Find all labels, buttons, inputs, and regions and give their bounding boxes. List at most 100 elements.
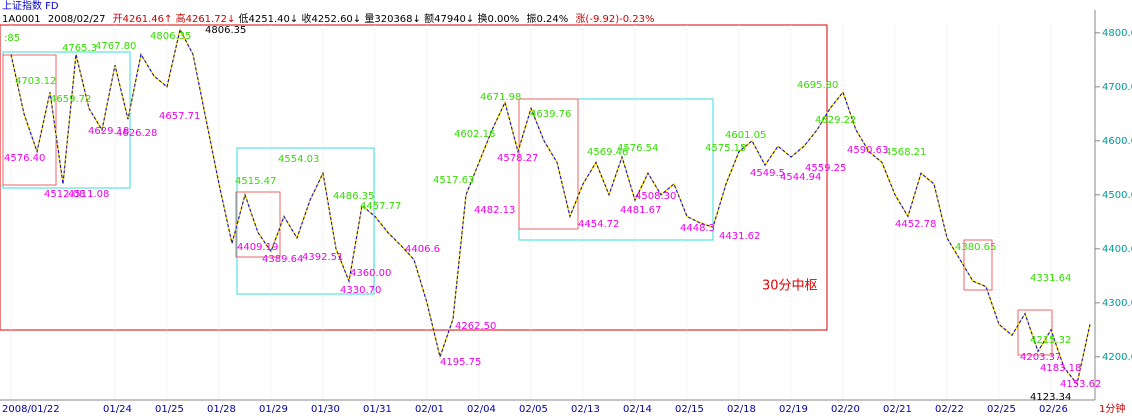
y-tick-label: 4300.00 xyxy=(1102,298,1132,309)
x-tick-label: 01/28 xyxy=(207,404,236,415)
trough-label: 4153.62 xyxy=(1060,379,1101,390)
peak-label: 4767.80 xyxy=(95,41,136,52)
x-tick-label: 02/20 xyxy=(831,404,860,415)
peak-label: 4602.16 xyxy=(454,129,495,140)
label: 收 xyxy=(301,12,311,25)
trough-label: 4578.27 xyxy=(497,153,538,164)
x-tick-label: 02/15 xyxy=(675,404,704,415)
peak-label: 4629.22 xyxy=(815,115,856,126)
trough-label: 4389.64 xyxy=(262,254,303,265)
trough-label: 4576.40 xyxy=(4,153,45,164)
peak-label: 4601.05 xyxy=(725,130,766,141)
turnover: 换0.00% xyxy=(478,12,520,25)
trough-label: 4629.18 xyxy=(88,126,129,137)
x-tick-label: 02/14 xyxy=(623,404,652,415)
trough-label: 4590.63 xyxy=(847,145,888,156)
pivot-box xyxy=(235,191,281,258)
trough-label: 4452.78 xyxy=(895,219,936,230)
change: 涨(-9.92)-0.23% xyxy=(575,13,654,25)
trough-label: 4544.94 xyxy=(780,172,821,183)
trough-label: 4482.13 xyxy=(474,205,515,216)
trough-label: 4549.5 xyxy=(750,168,785,179)
x-tick-label: 01/31 xyxy=(363,404,392,415)
peak-label: 4806.35 xyxy=(150,31,191,42)
label: 开 xyxy=(113,14,123,25)
open: 4261.46↑ xyxy=(123,14,173,25)
x-tick-label: 02/19 xyxy=(779,404,808,415)
code: 1A0001 xyxy=(2,14,41,25)
title: 上证指数 FD xyxy=(2,0,59,12)
peak-label: 4568.21 xyxy=(885,147,926,158)
price-line xyxy=(10,28,1091,385)
trough-label: 4512.08 xyxy=(44,189,85,200)
pivot-annotation: 30分中枢 xyxy=(762,279,818,294)
peak-label: 4554.03 xyxy=(278,154,319,165)
trough-label: 4195.75 xyxy=(440,357,481,368)
x-tick-label: 02/26 xyxy=(1039,404,1068,415)
trough-label: 4330.70 xyxy=(340,285,381,296)
trough-label: 4183.18 xyxy=(1040,363,1081,374)
x-tick-label: 02/22 xyxy=(935,404,964,415)
trough-label: 4559.25 xyxy=(805,163,846,174)
peak-label: 4380.65 xyxy=(955,242,996,253)
peak-label: 4695.80 xyxy=(797,80,838,91)
trough-label: 4508.30 xyxy=(635,191,676,202)
extreme-label: 4806.35 xyxy=(205,25,246,36)
peak-label: 4765.3 xyxy=(62,43,97,54)
x-tick-label: 01/25 xyxy=(155,404,184,415)
pivot-box xyxy=(236,147,375,295)
date: 2008/02/27 xyxy=(48,14,106,25)
label: 低 xyxy=(239,12,249,25)
trough-label: 4360.00 xyxy=(350,268,391,279)
amplitude: 振0.24% xyxy=(526,12,568,25)
peak-label: 4486.35 xyxy=(333,191,374,202)
trough-label: 4409.19 xyxy=(237,242,278,253)
period-label: 1分钟 xyxy=(1099,402,1125,415)
trough-label: 4203.37 xyxy=(1020,352,1061,363)
trough-label: 4511.08 xyxy=(68,189,109,200)
volume: 320368↓ xyxy=(374,14,421,25)
trough-label: 4626.28 xyxy=(116,128,157,139)
peak-label: 4576.54 xyxy=(617,143,658,154)
trough-label: 4262.50 xyxy=(455,321,496,332)
peak-label: 4569.46 xyxy=(587,147,628,158)
peak-label: 4331.64 xyxy=(1030,273,1071,284)
x-tick-label: 02/05 xyxy=(519,404,548,415)
trough-label: 4657.71 xyxy=(159,111,200,122)
x-tick-label: 02/13 xyxy=(571,404,600,415)
peak-label: 4515.47 xyxy=(235,176,276,187)
peak-label: 4575.15 xyxy=(705,143,746,154)
y-tick-label: 4200.00 xyxy=(1102,352,1132,363)
x-tick-label: 02/18 xyxy=(727,404,756,415)
label: 高 xyxy=(176,12,186,25)
peak-label: 4517.63 xyxy=(433,175,474,186)
x-tick-label: 02/04 xyxy=(467,404,496,415)
quote-line: 1A0001 2008/02/27 开4261.46↑ 高4261.72↓ 低4… xyxy=(2,12,655,25)
peak-label: 4639.76 xyxy=(530,109,571,120)
trough-label: 4448.3 xyxy=(680,223,715,234)
x-tick-label: 02/25 xyxy=(987,404,1016,415)
high: 4261.72↓ xyxy=(186,14,236,25)
x-tick-label: 2008/01/22 xyxy=(2,404,60,415)
y-tick-label: 4700.00 xyxy=(1102,82,1132,93)
peak-label: 4457.77 xyxy=(360,201,401,212)
x-tick-label: 01/30 xyxy=(311,404,340,415)
trough-label: 4406.6 xyxy=(405,244,440,255)
y-tick-label: 4800.00 xyxy=(1102,28,1132,39)
pivot-box xyxy=(2,51,131,189)
price-line-base xyxy=(10,27,1091,386)
peak-label: :85 xyxy=(4,33,20,44)
label: 量 xyxy=(364,13,374,25)
label: 额 xyxy=(424,12,434,25)
pivot-box xyxy=(0,24,828,331)
trough-label: 4392.51 xyxy=(302,252,343,263)
y-tick-label: 4500.00 xyxy=(1102,190,1132,201)
x-tick-label: 02/01 xyxy=(415,404,444,415)
peak-label: 4659.72 xyxy=(50,94,91,105)
close: 4252.60↓ xyxy=(311,14,361,25)
low: 4251.40↓ xyxy=(249,14,299,25)
peak-label: 4671.98 xyxy=(480,92,521,103)
pivot-box xyxy=(2,54,57,186)
trough-label: 4481.67 xyxy=(620,205,661,216)
